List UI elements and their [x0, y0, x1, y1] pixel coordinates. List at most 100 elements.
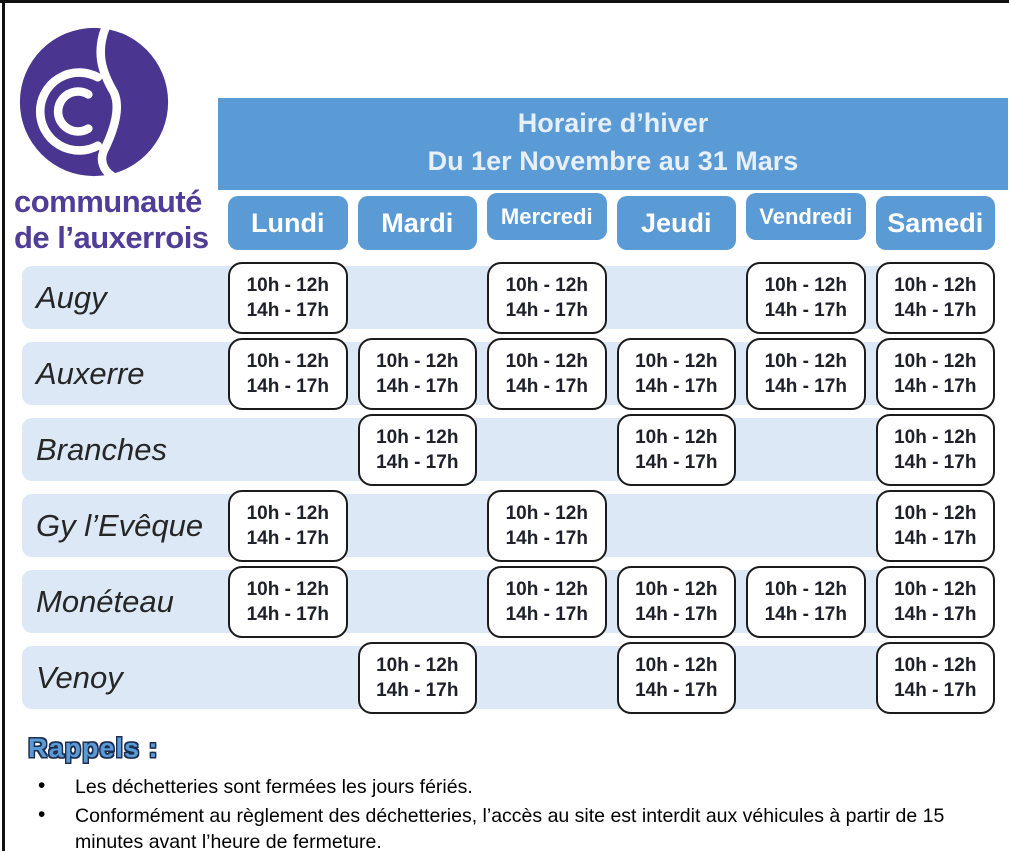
hours-morning: 10h - 12h: [894, 350, 977, 372]
hours-morning: 10h - 12h: [505, 350, 588, 372]
hours-afternoon: 14h - 17h: [635, 451, 718, 473]
hours-afternoon: 14h - 17h: [376, 375, 459, 397]
organization-name-line1: communauté: [14, 184, 202, 219]
community-logo-icon: [19, 26, 169, 178]
hours-morning: 10h - 12h: [246, 350, 329, 372]
logo-swoosh: [96, 26, 121, 178]
hours-cell-augy-lundi: 10h - 12h 14h - 17h: [228, 261, 348, 334]
hours-morning: 10h - 12h: [764, 578, 847, 600]
hours-morning: 10h - 12h: [505, 274, 588, 296]
hours-morning: 10h - 12h: [376, 426, 459, 448]
hours-afternoon: 14h - 17h: [635, 603, 718, 625]
hours-morning: 10h - 12h: [376, 350, 459, 372]
hours-afternoon: 14h - 17h: [894, 299, 977, 321]
day-header-vendredi: Vendredi: [746, 193, 866, 240]
day-header-row: Lundi Mardi Mercredi Jeudi Vendredi Samedi: [22, 193, 995, 250]
hours-cell-auxerre-vendredi: 10h - 12h 14h - 17h: [746, 337, 866, 410]
hours-morning: 10h - 12h: [635, 426, 718, 448]
hours-cell-moneteau-lundi: 10h - 12h 14h - 17h: [228, 565, 348, 638]
hours-afternoon: 14h - 17h: [894, 375, 977, 397]
hours-afternoon: 14h - 17h: [376, 679, 459, 701]
hours-cell-augy-mercredi: 10h - 12h 14h - 17h: [487, 261, 607, 334]
hours-afternoon: 14h - 17h: [764, 603, 847, 625]
hours-cell-moneteau-jeudi: 10h - 12h 14h - 17h: [616, 565, 736, 638]
hours-afternoon: 14h - 17h: [505, 527, 588, 549]
hours-cell-auxerre-samedi: 10h - 12h 14h - 17h: [875, 337, 995, 410]
page-border-top: [0, 0, 1009, 3]
hours-morning: 10h - 12h: [894, 274, 977, 296]
row-label-auxerre: Auxerre: [36, 355, 145, 391]
reminders-heading: Rappels :: [28, 733, 159, 763]
hours-cell-venoy-samedi: 10h - 12h 14h - 17h: [875, 641, 995, 714]
hours-morning: 10h - 12h: [635, 578, 718, 600]
hours-cell-venoy-mardi: 10h - 12h 14h - 17h: [357, 641, 477, 714]
hours-morning: 10h - 12h: [246, 578, 329, 600]
hours-morning: 10h - 12h: [635, 654, 718, 676]
hours-afternoon: 14h - 17h: [894, 679, 977, 701]
hours-morning: 10h - 12h: [894, 426, 977, 448]
hours-morning: 10h - 12h: [505, 502, 588, 524]
hours-morning: 10h - 12h: [635, 350, 718, 372]
hours-cell-gy-l-eveque-lundi: 10h - 12h 14h - 17h: [228, 489, 348, 562]
row-moneteau: Monéteau 10h - 12h 14h - 17h 10h - 12h 14h -…: [22, 565, 995, 638]
day-header-mardi: Mardi: [357, 196, 477, 250]
hours-afternoon: 14h - 17h: [246, 375, 329, 397]
day-header-mercredi: Mercredi: [487, 193, 607, 240]
hours-morning: 10h - 12h: [764, 274, 847, 296]
reminders-section: Rappels : Les déchetteries sont fermées …: [28, 733, 993, 851]
hours-cell-branches-samedi: 10h - 12h 14h - 17h: [875, 413, 995, 486]
hours-cell-auxerre-jeudi: 10h - 12h 14h - 17h: [616, 337, 736, 410]
hours-afternoon: 14h - 17h: [894, 451, 977, 473]
hours-afternoon: 14h - 17h: [635, 375, 718, 397]
row-venoy: Venoy 10h - 12h 14h - 17h 10h - 12h 14h - 17…: [22, 641, 995, 714]
hours-afternoon: 14h - 17h: [376, 451, 459, 473]
hours-cell-venoy-jeudi: 10h - 12h 14h - 17h: [616, 641, 736, 714]
hours-morning: 10h - 12h: [246, 502, 329, 524]
schedule-rows: Augy 10h - 12h 14h - 17h 10h - 12h 14h - 17h…: [22, 261, 995, 714]
row-augy: Augy 10h - 12h 14h - 17h 10h - 12h 14h - 17h…: [22, 261, 995, 334]
hours-morning: 10h - 12h: [376, 654, 459, 676]
hours-afternoon: 14h - 17h: [246, 299, 329, 321]
reminder-list: Les déchetteries sont fermées les jours …: [28, 773, 993, 851]
row-gy-l-eveque: Gy l’Evêque 10h - 12h 14h - 17h 10h - 12h 14…: [22, 489, 995, 562]
hours-afternoon: 14h - 17h: [505, 299, 588, 321]
reminder-item-1: Les déchetteries sont fermées les jours …: [28, 773, 993, 800]
hours-afternoon: 14h - 17h: [246, 527, 329, 549]
hours-afternoon: 14h - 17h: [635, 679, 718, 701]
hours-cell-auxerre-lundi: 10h - 12h 14h - 17h: [228, 337, 348, 410]
hours-cell-auxerre-mercredi: 10h - 12h 14h - 17h: [487, 337, 607, 410]
hours-cell-branches-jeudi: 10h - 12h 14h - 17h: [616, 413, 736, 486]
banner-subtitle: Du 1er Novembre au 31 Mars: [427, 146, 799, 176]
logo-outer-c: [35, 68, 103, 155]
row-branches: Branches 10h - 12h 14h - 17h 10h - 12h 14h -…: [22, 413, 995, 486]
hours-cell-moneteau-vendredi: 10h - 12h 14h - 17h: [746, 565, 866, 638]
hours-cell-gy-l-eveque-samedi: 10h - 12h 14h - 17h: [875, 489, 995, 562]
row-auxerre: Auxerre 10h - 12h 14h - 17h 10h - 12h 14h - …: [22, 337, 995, 410]
reminder-item-2: Conformément au règlement des déchetteri…: [28, 802, 993, 851]
hours-morning: 10h - 12h: [894, 578, 977, 600]
banner-title: Horaire d’hiver: [517, 108, 709, 138]
logo-inner-c: [53, 87, 93, 136]
row-label-venoy: Venoy: [36, 659, 123, 695]
row-label-moneteau: Monéteau: [36, 583, 174, 619]
hours-morning: 10h - 12h: [764, 350, 847, 372]
header-banner: Horaire d’hiver Du 1er Novembre au 31 Ma…: [218, 98, 1008, 190]
hours-morning: 10h - 12h: [246, 274, 329, 296]
row-label-augy: Augy: [36, 279, 107, 315]
row-label-branches: Branches: [36, 431, 167, 467]
day-header-spacer: [22, 196, 218, 250]
schedule-table: Lundi Mardi Mercredi Jeudi Vendredi Samedi Au…: [22, 193, 995, 714]
hours-cell-branches-mardi: 10h - 12h 14h - 17h: [357, 413, 477, 486]
organization-name: communauté de l’auxerrois: [14, 184, 224, 256]
hours-afternoon: 14h - 17h: [894, 603, 977, 625]
hours-cell-moneteau-mercredi: 10h - 12h 14h - 17h: [487, 565, 607, 638]
hours-morning: 10h - 12h: [505, 578, 588, 600]
hours-afternoon: 14h - 17h: [505, 375, 588, 397]
hours-cell-auxerre-mardi: 10h - 12h 14h - 17h: [357, 337, 477, 410]
hours-afternoon: 14h - 17h: [764, 299, 847, 321]
day-header-samedi: Samedi: [875, 196, 995, 250]
day-header-lundi: Lundi: [228, 196, 348, 250]
hours-cell-augy-vendredi: 10h - 12h 14h - 17h: [746, 261, 866, 334]
row-label-gy-l-eveque: Gy l’Evêque: [36, 507, 204, 543]
